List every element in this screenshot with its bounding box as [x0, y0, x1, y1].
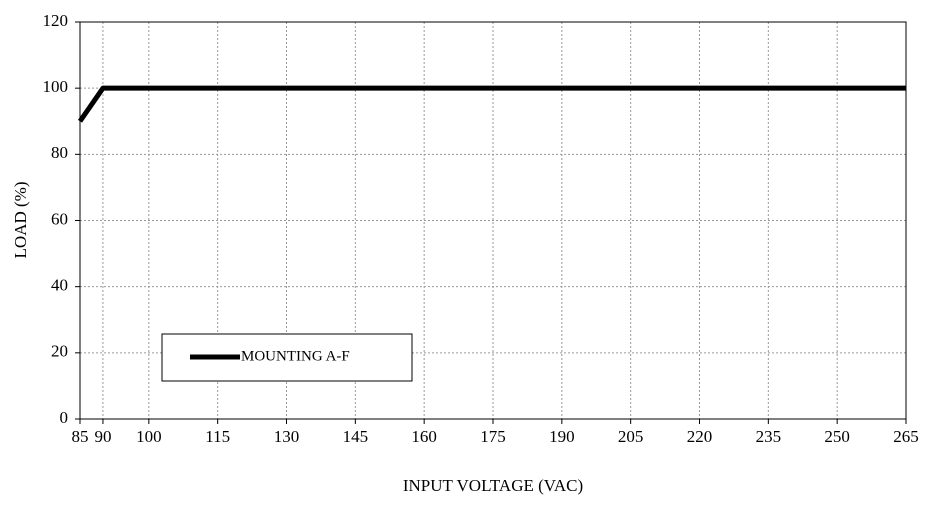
y-tick-label: 80 — [51, 143, 68, 162]
y-tick-label: 20 — [51, 342, 68, 361]
x-tick-label: 145 — [343, 427, 369, 446]
x-tick-label: 265 — [893, 427, 919, 446]
x-tick-label: 115 — [205, 427, 230, 446]
y-tick-label: 0 — [60, 408, 69, 427]
y-tick-label: 40 — [51, 276, 68, 295]
x-tick-label: 90 — [94, 427, 111, 446]
x-tick-label: 235 — [756, 427, 782, 446]
plot-frame — [79, 21, 907, 420]
y-tick-label: 100 — [43, 77, 69, 96]
x-axis-label: INPUT VOLTAGE (VAC) — [403, 476, 583, 495]
x-tick-label: 175 — [480, 427, 506, 446]
x-tick-label: 205 — [618, 427, 644, 446]
line-series — [77, 85, 906, 123]
x-tick-label: 220 — [687, 427, 713, 446]
x-tick-label: 100 — [136, 427, 162, 446]
x-tick-label: 130 — [274, 427, 300, 446]
y-tick-label: 120 — [43, 11, 69, 30]
x-tick-label: 85 — [72, 427, 89, 446]
x-tick-label: 190 — [549, 427, 575, 446]
y-axis-label: LOAD (%) — [11, 182, 30, 259]
y-tick-label: 60 — [51, 209, 68, 228]
x-tick-label: 160 — [411, 427, 437, 446]
legend-label: MOUNTING A-F — [241, 348, 350, 364]
x-tick-label: 250 — [824, 427, 850, 446]
